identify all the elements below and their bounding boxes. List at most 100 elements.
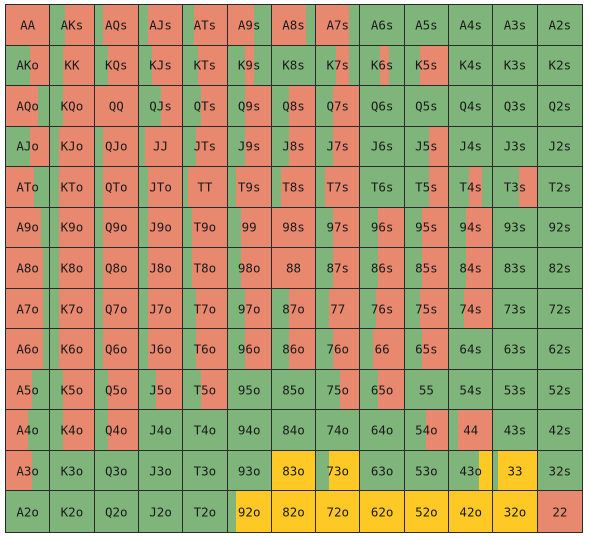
hand-cell-j9o[interactable]: J9o bbox=[138, 207, 184, 249]
hand-cell-72o[interactable]: 72o bbox=[316, 491, 361, 532]
hand-cell-kto[interactable]: KTo bbox=[50, 167, 95, 208]
hand-cell-aa[interactable]: AA bbox=[6, 5, 51, 46]
hand-cell-88[interactable]: 88 bbox=[271, 248, 317, 289]
hand-cell-65s[interactable]: 65s bbox=[404, 329, 450, 370]
hand-cell-t5s[interactable]: T5s bbox=[404, 167, 450, 208]
hand-cell-a7s[interactable]: A7s bbox=[316, 5, 361, 46]
hand-cell-33[interactable]: 33 bbox=[493, 450, 538, 492]
hand-cell-54s[interactable]: 54s bbox=[449, 369, 494, 411]
hand-cell-a7o[interactable]: A7o bbox=[6, 288, 51, 330]
hand-cell-99[interactable]: 99 bbox=[227, 207, 272, 249]
hand-cell-43o[interactable]: 43o bbox=[449, 450, 494, 492]
hand-cell-73o[interactable]: 73o bbox=[316, 450, 361, 492]
hand-cell-64s[interactable]: 64s bbox=[449, 329, 494, 370]
hand-cell-jts[interactable]: JTs bbox=[183, 126, 228, 168]
hand-cell-t6s[interactable]: T6s bbox=[360, 167, 405, 208]
hand-cell-53s[interactable]: 53s bbox=[493, 369, 538, 411]
hand-cell-k7o[interactable]: K7o bbox=[50, 288, 95, 330]
hand-cell-63s[interactable]: 63s bbox=[493, 329, 538, 370]
hand-cell-kqs[interactable]: KQs bbox=[94, 45, 139, 87]
hand-cell-a5o[interactable]: A5o bbox=[6, 369, 51, 411]
hand-cell-j5s[interactable]: J5s bbox=[404, 126, 450, 168]
hand-cell-42o[interactable]: 42o bbox=[449, 491, 494, 532]
hand-cell-32o[interactable]: 32o bbox=[493, 491, 538, 532]
hand-cell-t9s[interactable]: T9s bbox=[227, 167, 272, 208]
hand-cell-94s[interactable]: 94s bbox=[449, 207, 494, 249]
hand-cell-77[interactable]: 77 bbox=[316, 288, 361, 330]
hand-cell-k8o[interactable]: K8o bbox=[50, 248, 95, 289]
hand-cell-t9o[interactable]: T9o bbox=[183, 207, 228, 249]
hand-cell-85s[interactable]: 85s bbox=[404, 248, 450, 289]
hand-cell-32s[interactable]: 32s bbox=[537, 450, 582, 492]
hand-cell-qq[interactable]: QQ bbox=[94, 86, 139, 127]
hand-cell-q6o[interactable]: Q6o bbox=[94, 329, 139, 370]
hand-cell-q9o[interactable]: Q9o bbox=[94, 207, 139, 249]
hand-cell-44[interactable]: 44 bbox=[449, 410, 494, 451]
hand-cell-76o[interactable]: 76o bbox=[316, 329, 361, 370]
hand-cell-a4o[interactable]: A4o bbox=[6, 410, 51, 451]
hand-cell-98s[interactable]: 98s bbox=[271, 207, 317, 249]
hand-cell-tt[interactable]: TT bbox=[183, 167, 228, 208]
hand-cell-q7o[interactable]: Q7o bbox=[94, 288, 139, 330]
hand-cell-95o[interactable]: 95o bbox=[227, 369, 272, 411]
hand-cell-52o[interactable]: 52o bbox=[404, 491, 450, 532]
hand-cell-42s[interactable]: 42s bbox=[537, 410, 582, 451]
hand-cell-74o[interactable]: 74o bbox=[316, 410, 361, 451]
hand-cell-a4s[interactable]: A4s bbox=[449, 5, 494, 46]
hand-cell-96o[interactable]: 96o bbox=[227, 329, 272, 370]
hand-cell-93o[interactable]: 93o bbox=[227, 450, 272, 492]
hand-cell-qjo[interactable]: QJo bbox=[94, 126, 139, 168]
hand-cell-63o[interactable]: 63o bbox=[360, 450, 405, 492]
hand-cell-83o[interactable]: 83o bbox=[271, 450, 317, 492]
hand-cell-qto[interactable]: QTo bbox=[94, 167, 139, 208]
hand-cell-65o[interactable]: 65o bbox=[360, 369, 405, 411]
hand-cell-86s[interactable]: 86s bbox=[360, 248, 405, 289]
hand-cell-a3o[interactable]: A3o bbox=[6, 450, 51, 492]
hand-cell-j8o[interactable]: J8o bbox=[138, 248, 184, 289]
hand-cell-ajo[interactable]: AJo bbox=[6, 126, 51, 168]
hand-cell-98o[interactable]: 98o bbox=[227, 248, 272, 289]
hand-cell-a3s[interactable]: A3s bbox=[493, 5, 538, 46]
hand-cell-q3s[interactable]: Q3s bbox=[493, 86, 538, 127]
hand-cell-a8o[interactable]: A8o bbox=[6, 248, 51, 289]
hand-cell-82o[interactable]: 82o bbox=[271, 491, 317, 532]
hand-cell-a6s[interactable]: A6s bbox=[360, 5, 405, 46]
hand-cell-55[interactable]: 55 bbox=[404, 369, 450, 411]
hand-cell-83s[interactable]: 83s bbox=[493, 248, 538, 289]
hand-cell-t4s[interactable]: T4s bbox=[449, 167, 494, 208]
hand-cell-q3o[interactable]: Q3o bbox=[94, 450, 139, 492]
hand-cell-aqo[interactable]: AQo bbox=[6, 86, 51, 127]
hand-cell-k6o[interactable]: K6o bbox=[50, 329, 95, 370]
hand-cell-a8s[interactable]: A8s bbox=[271, 5, 317, 46]
hand-cell-ato[interactable]: ATo bbox=[6, 167, 51, 208]
hand-cell-j7o[interactable]: J7o bbox=[138, 288, 184, 330]
hand-cell-a6o[interactable]: A6o bbox=[6, 329, 51, 370]
hand-cell-k2s[interactable]: K2s bbox=[537, 45, 582, 87]
hand-cell-64o[interactable]: 64o bbox=[360, 410, 405, 451]
hand-cell-q6s[interactable]: Q6s bbox=[360, 86, 405, 127]
hand-cell-kk[interactable]: KK bbox=[50, 45, 95, 87]
hand-cell-a5s[interactable]: A5s bbox=[404, 5, 450, 46]
hand-cell-j5o[interactable]: J5o bbox=[138, 369, 184, 411]
hand-cell-94o[interactable]: 94o bbox=[227, 410, 272, 451]
hand-cell-87s[interactable]: 87s bbox=[316, 248, 361, 289]
hand-cell-j6o[interactable]: J6o bbox=[138, 329, 184, 370]
hand-cell-k2o[interactable]: K2o bbox=[50, 491, 95, 532]
hand-cell-k6s[interactable]: K6s bbox=[360, 45, 405, 87]
hand-cell-kjo[interactable]: KJo bbox=[50, 126, 95, 168]
hand-cell-75s[interactable]: 75s bbox=[404, 288, 450, 330]
hand-cell-k4o[interactable]: K4o bbox=[50, 410, 95, 451]
hand-cell-q4o[interactable]: Q4o bbox=[94, 410, 139, 451]
hand-cell-92o[interactable]: 92o bbox=[227, 491, 272, 532]
hand-cell-86o[interactable]: 86o bbox=[271, 329, 317, 370]
hand-cell-q2o[interactable]: Q2o bbox=[94, 491, 139, 532]
hand-cell-66[interactable]: 66 bbox=[360, 329, 405, 370]
hand-cell-kts[interactable]: KTs bbox=[183, 45, 228, 87]
hand-cell-t2o[interactable]: T2o bbox=[183, 491, 228, 532]
hand-cell-t8o[interactable]: T8o bbox=[183, 248, 228, 289]
hand-cell-ajs[interactable]: AJs bbox=[138, 5, 184, 46]
hand-cell-75o[interactable]: 75o bbox=[316, 369, 361, 411]
hand-cell-76s[interactable]: 76s bbox=[360, 288, 405, 330]
hand-cell-73s[interactable]: 73s bbox=[493, 288, 538, 330]
hand-cell-t5o[interactable]: T5o bbox=[183, 369, 228, 411]
